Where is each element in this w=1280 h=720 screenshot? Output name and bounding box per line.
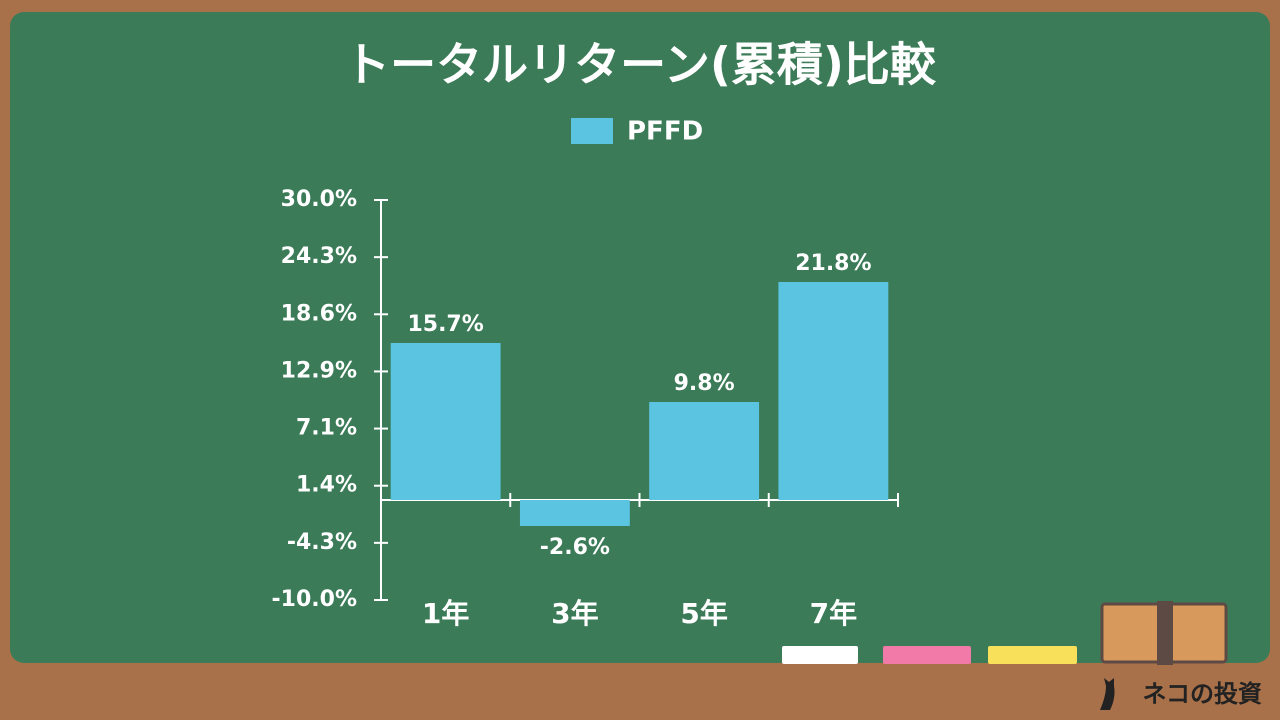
data-label: 21.8% [795,251,871,276]
bar [519,500,630,526]
y-tick-label: -10.0% [272,587,357,612]
y-tick-label: 30.0% [281,187,357,212]
data-label: -2.6% [540,535,610,560]
bar [778,282,889,500]
x-tick-label: 7年 [810,597,857,630]
x-tick-label: 3年 [551,597,598,630]
bar [390,343,501,500]
y-tick-label: 1.4% [296,473,357,498]
x-tick-label: 1年 [422,597,469,630]
chalk-pink [883,646,971,664]
brand: ネコの投資 [1142,680,1262,708]
y-tick-label: 18.6% [281,301,357,326]
legend-label: PFFD [627,117,703,147]
y-tick-label: 12.9% [281,358,357,383]
y-tick-label: 24.3% [281,244,357,269]
y-tick-label: -4.3% [287,530,357,555]
cat-icon [1100,678,1115,710]
legend-swatch [571,118,613,144]
chalk-yellow [988,646,1077,664]
chart-title: トータルリターン(累積)比較 [344,38,937,92]
chalkboard [10,12,1270,663]
x-tick-label: 5年 [680,597,727,630]
data-label: 15.7% [407,312,483,337]
bar [649,402,760,500]
y-tick-label: 7.1% [296,416,357,441]
data-label: 9.8% [674,371,735,396]
chalk-white [782,646,858,664]
eraser-band [1157,601,1173,665]
